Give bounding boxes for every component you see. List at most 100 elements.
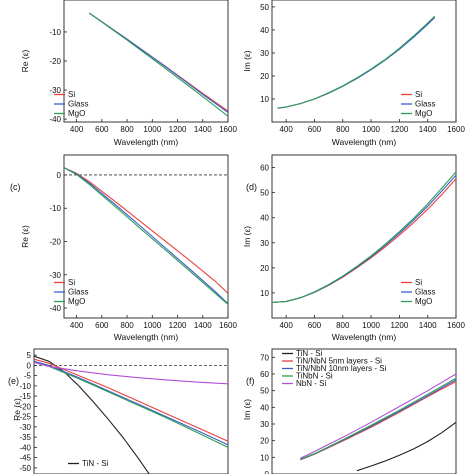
panel-a: 400 600 800 1000 1200 1400 1600 -10 -20 -30 -40 Wav…: [20, 0, 237, 147]
series-line-si: [272, 178, 456, 304]
y-tick-label: 0: [57, 171, 62, 180]
series-line-glass: [272, 174, 456, 304]
panel-label: (f): [246, 376, 255, 386]
legend-entry: TiN - Si: [296, 349, 323, 358]
y-tick-label: -30: [49, 271, 61, 280]
y-tick-label: -20: [19, 402, 31, 411]
x-tick-label: 800: [336, 125, 350, 134]
x-tick-label: 1200: [169, 321, 187, 330]
y-axis-label: Re (ε): [12, 398, 22, 421]
series-group: [34, 355, 228, 474]
y-tick-label: 10: [260, 453, 269, 462]
y-tick-label: -50: [19, 464, 31, 473]
y-axis-label: Im (ε): [242, 399, 252, 420]
x-tick-label: 1600: [219, 321, 237, 330]
series-line-series-1: [34, 358, 228, 442]
y-tick-label: -30: [19, 423, 31, 432]
series-line-mgo: [272, 171, 456, 304]
panel-label: (e): [8, 376, 19, 386]
x-axis-label: Wavelength (nm): [114, 332, 179, 342]
x-tick-label: 400: [70, 125, 84, 134]
x-tick-label: 400: [70, 321, 84, 330]
series-line-mgo: [88, 12, 228, 117]
series-line-series-2: [34, 360, 228, 446]
plot-frame: [271, 348, 457, 474]
series-line-tin-si: [356, 421, 456, 472]
legend-entry: MgO: [68, 109, 85, 118]
panel-d: 400 600 800 1000 1200 1400 1600 10 20 30 40 50 60 Wav…: [242, 154, 465, 342]
series-group: [272, 171, 456, 304]
legend-entry: Si: [415, 278, 422, 287]
y-tick-label: -10: [49, 204, 61, 213]
series-line-glass: [64, 167, 228, 305]
x-tick-label: 1000: [143, 125, 161, 134]
y-tick-label: 5: [27, 351, 32, 360]
legend-entry: Glass: [68, 100, 88, 109]
series-group: [300, 373, 456, 472]
plot-frame: [33, 348, 229, 474]
x-tick-label: 400: [279, 125, 293, 134]
panel-f: 010203040506070Im (ε)(f)TiN - SiTiN/NbN …: [242, 348, 457, 474]
series-group: [88, 12, 228, 117]
series-line-tinbn-si: [300, 377, 456, 460]
panel-label: (d): [246, 182, 257, 192]
y-tick-label: 20: [260, 437, 269, 446]
legend-entry: Si: [68, 278, 75, 287]
x-tick-label: 1400: [194, 125, 212, 134]
legend-entry: TiN - Si: [82, 459, 109, 468]
series-line-tin-si: [34, 355, 150, 474]
x-tick-label: 800: [120, 125, 134, 134]
legend-entry: Si: [415, 90, 422, 99]
x-axis-label: Wavelength (nm): [332, 137, 397, 147]
y-axis-label: Re (ε): [20, 225, 30, 248]
y-tick-label: 40: [260, 403, 269, 412]
x-axis-label: Wavelength (nm): [332, 332, 397, 342]
x-tick-label: 1000: [362, 125, 380, 134]
x-axis-label: Wavelength (nm): [114, 137, 179, 147]
y-tick-label: -25: [19, 413, 31, 422]
y-tick-label: 30: [260, 49, 269, 58]
x-tick-label: 1400: [419, 125, 437, 134]
y-tick-label: -40: [49, 115, 61, 124]
legend-entry: Glass: [415, 100, 435, 109]
legend-entry: TiNbN - Si: [296, 372, 333, 381]
plot-frame: [63, 0, 229, 123]
legend: TiN - Si: [68, 459, 109, 468]
y-tick-label: 10: [260, 289, 269, 298]
y-tick-label: -40: [49, 304, 61, 313]
x-tick-label: 1600: [447, 125, 465, 134]
y-tick-label: 40: [260, 26, 269, 35]
y-tick-label: 30: [260, 420, 269, 429]
plot-frame: [271, 0, 457, 123]
y-tick-label: -15: [19, 392, 31, 401]
x-tick-label: 1400: [194, 321, 212, 330]
x-tick-label: 1600: [219, 125, 237, 134]
y-tick-label: 60: [260, 370, 269, 379]
x-tick-label: 1600: [447, 321, 465, 330]
y-tick-label: 20: [260, 264, 269, 273]
panel-e: 50 -5-10-15-20 -25-30-35-40 -45-50 Re (ε) (e)…: [8, 348, 229, 474]
plot-frame: [63, 154, 229, 319]
x-tick-label: 600: [308, 125, 322, 134]
y-tick-label: 10: [260, 95, 269, 104]
series-group: [64, 167, 228, 305]
series-line-si: [64, 167, 228, 294]
y-tick-label: 60: [260, 164, 269, 173]
panel-label: (c): [10, 182, 21, 192]
x-tick-label: 800: [336, 321, 350, 330]
x-tick-label: 1000: [362, 321, 380, 330]
legend-entry: TiN/NbN 10nm layers - Si: [296, 364, 387, 373]
x-tick-label: 1400: [419, 321, 437, 330]
plot-frame: [271, 154, 457, 319]
y-tick-label: -40: [19, 443, 31, 452]
panel-b: 400 600 800 1000 1200 1400 1600 10 20 30 40 50 Wavel…: [242, 0, 465, 147]
y-axis-label: Re (ε): [20, 49, 30, 72]
x-tick-label: 1200: [390, 321, 408, 330]
legend-entry: MgO: [415, 109, 432, 118]
legend-entry: MgO: [68, 297, 85, 306]
series-line-mgo: [277, 15, 436, 109]
legend-entry: NbN - Si: [296, 379, 326, 388]
